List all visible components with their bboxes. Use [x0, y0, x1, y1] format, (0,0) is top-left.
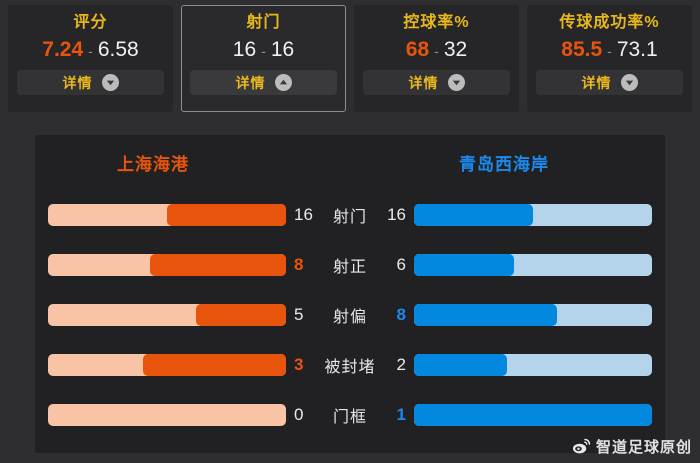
summary-card-home-value: 16	[232, 38, 257, 61]
home-stat-value: 8	[294, 255, 304, 274]
home-stat-bar	[48, 354, 286, 376]
away-stat-bar-fill	[414, 254, 514, 276]
home-stat-value: 5	[294, 305, 304, 324]
home-stat-bar-fill	[167, 204, 286, 226]
summary-card-values: 85.5-73.1	[561, 38, 657, 63]
stats-comparison-panel: 上海海港 青岛西海岸 16 射门 16 8 射正 6 5 射偏 8 3 被封堵 2 0 门框 1	[35, 135, 665, 453]
summary-card-values: 16-16	[233, 38, 294, 63]
away-stat-bar	[414, 254, 652, 276]
away-stat-value: 16	[387, 205, 406, 224]
summary-card-away-value: 16	[270, 38, 295, 61]
home-stat-bar	[48, 254, 286, 276]
home-stat-value: 16	[294, 205, 313, 224]
summary-card-away-value: 6.58	[97, 38, 139, 61]
away-stat-bar-fill	[414, 404, 652, 426]
away-team-name: 青岛西海岸	[459, 155, 549, 174]
away-stat-bar	[414, 304, 652, 326]
summary-card-separator: -	[607, 43, 612, 59]
summary-card-home-value: 7.24	[42, 38, 84, 61]
home-stat-bar	[48, 404, 286, 426]
watermark-text: 智道足球原创	[595, 439, 692, 456]
summary-card-separator: -	[88, 43, 93, 59]
summary-card[interactable]: 传球成功率% 85.5-73.1 详情	[527, 5, 692, 112]
away-stat-bar	[414, 354, 652, 376]
away-stat-bar-fill	[414, 204, 533, 226]
summary-card-title: 传球成功率%	[559, 14, 660, 31]
arrow-down-circle-icon[interactable]	[620, 74, 638, 91]
stat-label: 射偏	[332, 309, 367, 326]
weibo-icon	[572, 437, 591, 456]
detail-toggle-label: 详情	[235, 74, 266, 91]
team-headers: 上海海港 青岛西海岸	[35, 135, 665, 190]
stat-row: 5 射偏 8	[48, 290, 652, 340]
home-stat-bar-fill	[143, 354, 286, 376]
summary-card-home-value: 85.5	[561, 38, 603, 61]
stat-row: 3 被封堵 2	[48, 340, 652, 390]
summary-card-away-value: 32	[443, 38, 468, 61]
stat-label: 射正	[332, 259, 367, 276]
detail-toggle-button[interactable]: 详情	[17, 70, 164, 95]
away-stat-bar-fill	[414, 354, 507, 376]
stat-label: 门框	[332, 409, 367, 426]
summary-card-home-value: 68	[405, 38, 430, 61]
away-stat-value: 1	[396, 405, 406, 424]
away-stat-value: 8	[396, 305, 406, 324]
home-stat-bar-fill	[195, 304, 286, 326]
summary-card[interactable]: 评分 7.24-6.58 详情	[8, 5, 173, 112]
stat-row: 0 门框 1	[48, 390, 652, 440]
arrow-down-circle-icon[interactable]	[447, 74, 465, 91]
summary-cards-row: 评分 7.24-6.58 详情 射门 16-16 详情 控球率% 68-32 详情 传球成功率% 8…	[0, 0, 700, 118]
away-stat-value: 6	[396, 255, 406, 274]
home-stat-bar	[48, 204, 286, 226]
detail-toggle-label: 详情	[62, 74, 93, 91]
summary-card-title: 射门	[246, 14, 281, 31]
arrow-up-circle-icon[interactable]	[274, 74, 292, 91]
summary-card-title: 评分	[73, 14, 108, 31]
summary-card[interactable]: 控球率% 68-32 详情	[354, 5, 519, 112]
arrow-down-circle-icon[interactable]	[101, 74, 119, 91]
summary-card-title: 控球率%	[403, 14, 470, 31]
stat-label: 射门	[332, 209, 367, 226]
home-stat-bar	[48, 304, 286, 326]
home-team-name: 上海海港	[117, 155, 189, 174]
away-stat-bar-fill	[414, 304, 557, 326]
summary-card-separator: -	[434, 43, 439, 59]
stat-row: 16 射门 16	[48, 190, 652, 240]
away-stat-value: 2	[396, 355, 406, 374]
home-stat-value: 3	[294, 355, 304, 374]
summary-card-values: 68-32	[406, 38, 467, 63]
away-stat-bar	[414, 404, 652, 426]
home-stat-value: 0	[294, 405, 304, 424]
home-stat-bar-fill	[150, 254, 286, 276]
stat-row: 8 射正 6	[48, 240, 652, 290]
summary-card-separator: -	[261, 43, 266, 59]
detail-toggle-button[interactable]: 详情	[536, 70, 683, 95]
stat-label: 被封堵	[324, 359, 376, 376]
detail-toggle-button[interactable]: 详情	[363, 70, 510, 95]
detail-toggle-label: 详情	[408, 74, 439, 91]
summary-card[interactable]: 射门 16-16 详情	[181, 5, 346, 112]
stat-rows-list: 16 射门 16 8 射正 6 5 射偏 8 3 被封堵 2 0 门框 1	[35, 190, 665, 440]
summary-card-values: 7.24-6.58	[42, 38, 138, 63]
away-stat-bar	[414, 204, 652, 226]
detail-toggle-button[interactable]: 详情	[190, 70, 337, 95]
watermark: 智道足球原创	[572, 436, 692, 457]
detail-toggle-label: 详情	[581, 74, 612, 91]
summary-card-away-value: 73.1	[616, 38, 658, 61]
